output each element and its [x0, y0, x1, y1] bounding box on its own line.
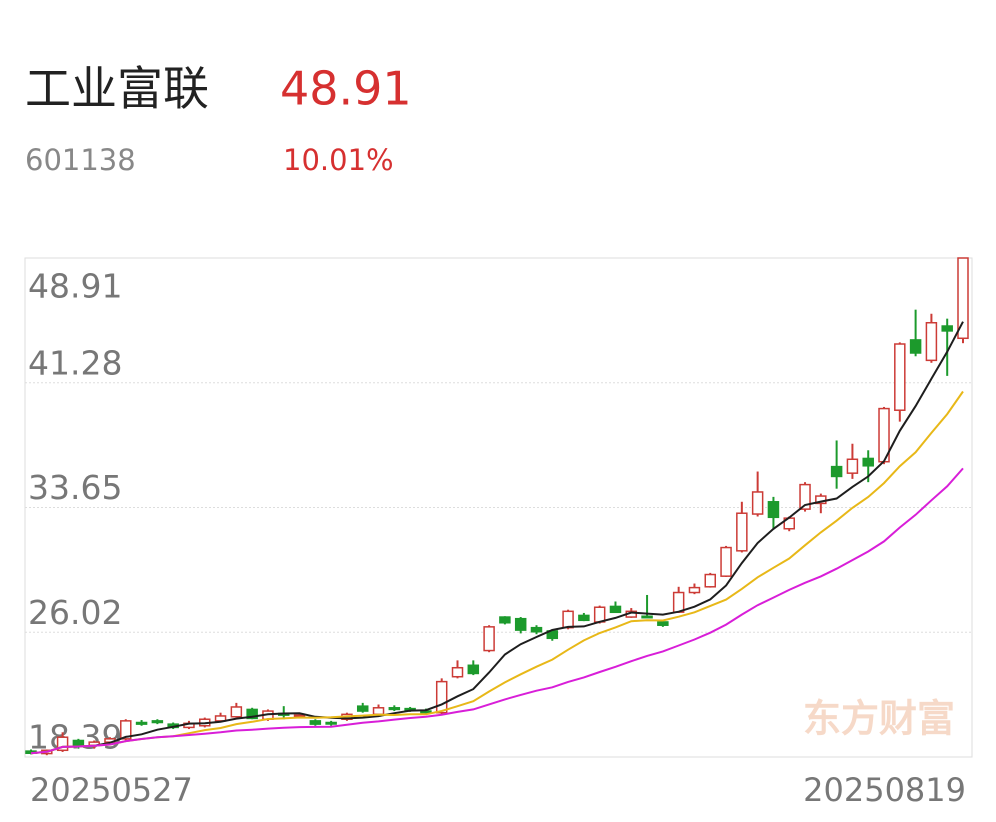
candle-body [909, 339, 922, 354]
candle-body [609, 605, 622, 614]
moving-average-line [30, 390, 964, 755]
candle-body [435, 680, 448, 714]
candle-body [451, 666, 464, 678]
candle-body [767, 501, 780, 519]
watermark: 东方财富 [803, 696, 955, 741]
candle-body [356, 705, 369, 712]
candle-body [56, 736, 69, 752]
candle-body [941, 325, 953, 332]
candle-body [562, 610, 574, 629]
stock-price: 48.91 [280, 62, 412, 116]
stock-change: 10.01% [283, 143, 394, 177]
candle-body [688, 586, 701, 594]
candle-body [499, 616, 511, 624]
x-tick-label: 20250527 [30, 771, 193, 809]
candle-body [799, 483, 811, 510]
candle-body [420, 710, 432, 714]
candle-body [578, 614, 590, 622]
candle-body [483, 626, 495, 652]
candle-body [325, 721, 337, 725]
candle-body [372, 707, 385, 716]
candle-body [830, 465, 843, 478]
candle-body [846, 458, 859, 474]
y-tick-label: 26.02 [28, 593, 122, 632]
candle-body [672, 591, 685, 613]
candle-body [514, 617, 527, 631]
moving-average-line [30, 467, 964, 755]
candle-body [135, 721, 148, 725]
candle-body [862, 457, 874, 467]
y-tick-label: 33.65 [28, 468, 122, 507]
y-tick-label: 41.28 [28, 343, 122, 382]
candle-body [720, 546, 732, 577]
candle-body [957, 257, 969, 340]
candle-body [894, 343, 906, 411]
candle-body [704, 573, 717, 588]
candle-body [151, 720, 164, 724]
candle-body [246, 708, 258, 720]
candle-body [120, 720, 132, 740]
x-tick-label: 20250819 [803, 771, 966, 809]
candle-body [641, 615, 653, 619]
stock-name: 工业富联 [25, 62, 209, 116]
candle-body [309, 720, 322, 725]
moving-average-line [30, 321, 964, 755]
y-tick-label: 48.91 [28, 267, 122, 306]
candle-body [530, 626, 543, 633]
candle-body [925, 321, 938, 362]
candle-body [230, 706, 243, 718]
candle-body [293, 714, 306, 718]
candle-body [751, 491, 764, 515]
stock-code: 601138 [25, 143, 136, 177]
candle-body [72, 739, 85, 747]
candle-body [736, 512, 748, 552]
candle-body [467, 664, 480, 675]
candle-body [593, 606, 606, 623]
candle-body [388, 707, 401, 711]
candle-body [657, 621, 669, 626]
